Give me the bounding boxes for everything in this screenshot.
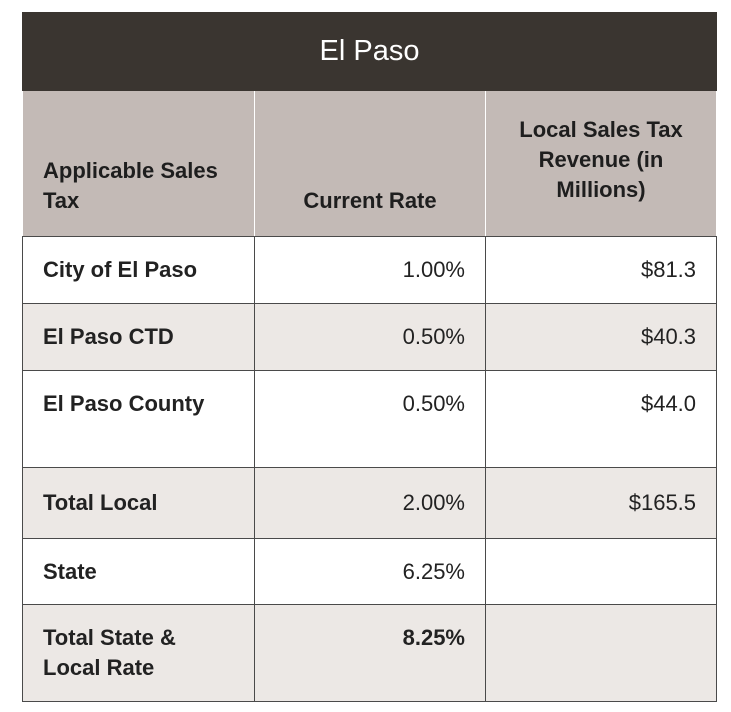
row-revenue: $40.3	[484, 303, 718, 371]
row-revenue: $81.3	[484, 236, 718, 304]
row-label: City of El Paso	[22, 236, 255, 304]
row-revenue: $165.5	[484, 467, 718, 539]
row-rate: 6.25%	[254, 538, 486, 605]
column-header-row: Applicable Sales Tax Current Rate Local …	[22, 90, 718, 237]
sales-tax-table: El Paso Applicable Sales Tax Current Rat…	[21, 12, 718, 702]
table-row: El Paso CTD 0.50% $40.3	[22, 303, 718, 371]
row-rate: 1.00%	[254, 236, 486, 304]
row-label: Total Local	[22, 467, 255, 539]
row-rate: 8.25%	[254, 604, 486, 702]
row-revenue	[484, 538, 718, 605]
table-title: El Paso	[21, 12, 718, 91]
table-title-row: El Paso	[21, 12, 718, 91]
table-row: City of El Paso 1.00% $81.3	[22, 236, 718, 304]
table-row: Total State & Local Rate 8.25%	[22, 604, 718, 702]
row-rate: 0.50%	[254, 370, 486, 468]
row-revenue: $44.0	[484, 370, 718, 468]
header-local-sales-tax-revenue: Local Sales Tax Revenue (in Millions)	[484, 90, 718, 237]
row-label: El Paso CTD	[22, 303, 255, 371]
header-current-rate: Current Rate	[254, 90, 486, 237]
header-applicable-sales-tax: Applicable Sales Tax	[22, 90, 255, 237]
row-label: State	[22, 538, 255, 605]
row-revenue	[484, 604, 718, 702]
table-row: Total Local 2.00% $165.5	[22, 467, 718, 539]
row-label: Total State & Local Rate	[22, 604, 255, 702]
row-label: El Paso County	[22, 370, 255, 468]
table-row: El Paso County 0.50% $44.0	[22, 370, 718, 468]
row-rate: 2.00%	[254, 467, 486, 539]
row-rate: 0.50%	[254, 303, 486, 371]
table-row: State 6.25%	[22, 538, 718, 605]
